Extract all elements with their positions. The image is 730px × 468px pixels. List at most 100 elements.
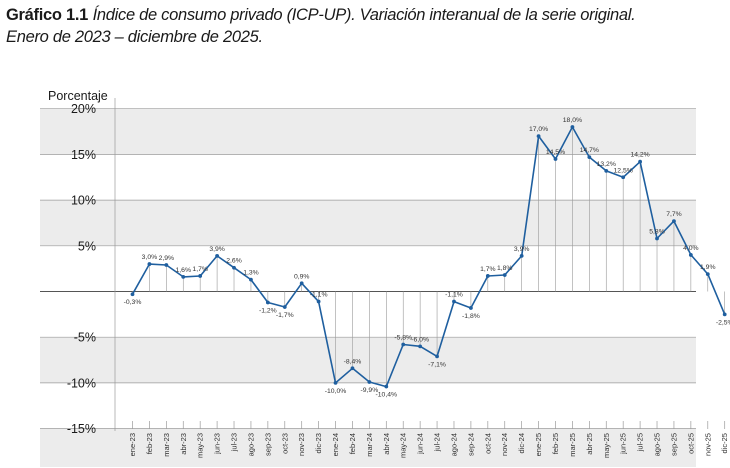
y-tick-label: 15% (71, 148, 96, 162)
data-point (299, 281, 304, 286)
x-tick-label: sep-25 (669, 433, 678, 456)
x-tick-label: ene-25 (534, 433, 543, 456)
x-tick-label: nov-23 (297, 433, 306, 456)
data-label: 14,5% (546, 149, 565, 156)
data-label: 3,0% (142, 254, 158, 261)
series-consumo-privado (130, 125, 727, 389)
data-label: -1,1% (445, 292, 463, 299)
y-tick-label: 10% (71, 194, 96, 208)
x-tick-label: jul-24 (433, 433, 442, 452)
data-label: 1,7% (192, 266, 208, 273)
data-point (536, 134, 541, 139)
data-label: -1,1% (310, 292, 328, 299)
data-label: 7,7% (666, 211, 682, 218)
x-tick-label: mar-25 (568, 433, 577, 457)
data-point (384, 384, 389, 389)
x-tick-label: jul-23 (230, 433, 239, 452)
x-tick-label: ene-23 (128, 433, 137, 456)
x-tick-label: may-25 (602, 433, 611, 458)
data-label: 4,0% (683, 245, 699, 252)
x-tick-label: jun-24 (416, 433, 425, 455)
data-point (147, 262, 152, 266)
x-tick-label: abr-23 (179, 433, 188, 455)
x-tick-label: nov-24 (500, 433, 509, 456)
band-2 (40, 337, 696, 383)
data-point (401, 342, 406, 347)
data-label: -9,9% (360, 387, 378, 394)
data-label: -10,4% (376, 392, 398, 399)
x-tick-label: ago-24 (449, 433, 458, 456)
x-tick-label: oct-23 (280, 433, 289, 454)
data-label: 3,9% (514, 246, 530, 253)
data-point (469, 306, 473, 310)
data-point (604, 168, 609, 173)
x-tick-label: dic-24 (517, 433, 526, 453)
data-point (452, 299, 456, 304)
data-point (655, 236, 659, 241)
x-tick-label: mar-23 (162, 433, 171, 457)
data-label: 5,8% (649, 228, 665, 235)
data-point (181, 274, 186, 279)
y-tick-label: -10% (67, 376, 96, 390)
y-tick-label: 20% (71, 102, 96, 116)
data-label: 1,6% (176, 267, 192, 274)
data-label: 2,6% (226, 258, 242, 265)
data-point (418, 344, 423, 349)
x-tick-label: jun-23 (213, 433, 222, 455)
data-point (570, 125, 575, 129)
data-label: -10,0% (325, 388, 347, 395)
data-label: 1,7% (480, 266, 496, 273)
data-point (367, 380, 372, 384)
x-tick-label: jul-25 (636, 433, 645, 452)
x-tick-label: may-23 (196, 433, 205, 458)
title-line-1: Gráfico 1.1 Índice de consumo privado (I… (6, 4, 726, 26)
x-tick-label: feb-24 (348, 433, 357, 454)
data-label: -6,0% (411, 336, 429, 343)
band-1 (40, 200, 696, 246)
data-label: 13,2% (597, 161, 616, 168)
x-tick-label: sep-24 (466, 433, 475, 456)
x-tick-label: oct-24 (483, 433, 492, 454)
band-0 (40, 108, 696, 155)
data-point (485, 274, 490, 278)
data-label: 0,9% (294, 273, 310, 280)
data-point (587, 155, 592, 160)
data-label: 14,7% (580, 147, 599, 154)
data-point (265, 300, 270, 305)
x-tick-label: sep-23 (263, 433, 272, 456)
data-point (553, 157, 558, 161)
x-tick-label: abr-25 (585, 433, 594, 455)
data-point (232, 265, 236, 270)
series-line (131, 126, 726, 388)
data-label: 17,0% (529, 126, 548, 133)
data-label: 12,5% (614, 167, 633, 174)
title-line-2: Enero de 2023 – diciembre de 2025. (6, 28, 263, 46)
x-tick-label: may-24 (399, 433, 408, 458)
x-tick-label: abr-24 (382, 433, 391, 455)
data-label: -8,4% (344, 358, 362, 365)
x-tick-label: ene-24 (331, 433, 340, 456)
y-tick-label: 5% (78, 239, 96, 253)
x-tick-label: dic-23 (314, 433, 323, 453)
data-point (722, 312, 727, 317)
x-tick-label: nov-25 (703, 433, 712, 456)
data-point (672, 219, 676, 224)
y-tick-label: -15% (67, 422, 96, 436)
data-point (333, 381, 338, 385)
data-label: 14,2% (630, 152, 649, 159)
chart-number: Gráfico 1.1 (6, 6, 88, 24)
data-label: 2,9% (159, 255, 175, 262)
data-label: 1,3% (243, 270, 259, 277)
data-point (249, 277, 253, 282)
x-tick-label: ago-23 (246, 433, 255, 456)
data-label: 3,9% (209, 246, 225, 253)
x-tick-label: dic-25 (720, 433, 729, 453)
data-label: 1,9% (700, 264, 716, 271)
data-label: -1,2% (259, 307, 277, 314)
data-point (519, 253, 524, 258)
x-tick-label: feb-25 (551, 433, 560, 454)
data-label: -7,1% (428, 361, 446, 368)
data-point (502, 273, 507, 277)
